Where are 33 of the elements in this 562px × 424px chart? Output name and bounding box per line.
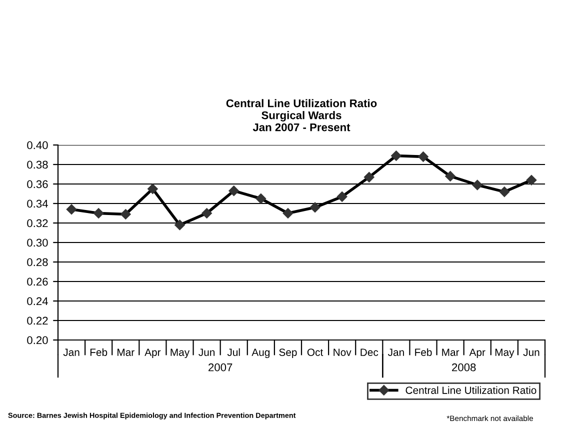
y-tick-label: 0.24	[27, 297, 48, 306]
text: 2007	[208, 363, 232, 372]
x-tick-label: Sep	[279, 348, 297, 358]
x-tick-label: Apr	[144, 348, 161, 358]
chart-title: Central Line Utilization Ratio Surgical Wards Jan 2007 - Present	[226, 99, 377, 132]
x-tick-label: Apr	[469, 348, 486, 358]
x-tick-label: May	[170, 348, 190, 358]
y-tick-label: 0.36	[27, 180, 48, 188]
y-tick-label: 0.30	[27, 238, 48, 247]
x-tick-label: Feb	[90, 348, 108, 356]
x-tick-label: Jan	[388, 348, 404, 356]
x-tick-label: May	[495, 348, 514, 358]
x-tick-label: Mar	[118, 348, 134, 356]
y-tick-label: 0.20	[27, 336, 48, 344]
y-tick-label: 0.28	[27, 258, 48, 266]
y-tick-label: 0.40	[27, 141, 48, 150]
legend-label: Central Line Utilization Ratio	[406, 386, 536, 394]
y-tick-label: 0.34	[27, 200, 48, 208]
text: 2008	[452, 363, 476, 372]
y-tick-label: 0.38	[27, 160, 48, 169]
y-tick-label: 0.26	[27, 278, 48, 286]
x-tick-label: Jun	[198, 348, 215, 356]
x-tick-label: Nov	[334, 348, 352, 356]
x-tick-label: Feb	[415, 348, 432, 356]
x-tick-label: Oct	[307, 348, 324, 356]
x-tick-label: Jun	[523, 348, 540, 356]
y-tick-label: 0.32	[27, 219, 48, 228]
x-tick-label: Jan	[63, 348, 80, 356]
x-tick-label: Aug	[252, 348, 270, 358]
x-tick-label: Mar	[442, 348, 460, 356]
x-tick-label: Jul	[227, 348, 240, 356]
x-tick-label: Dec	[360, 348, 378, 356]
y-tick-label: 0.22	[27, 316, 48, 325]
